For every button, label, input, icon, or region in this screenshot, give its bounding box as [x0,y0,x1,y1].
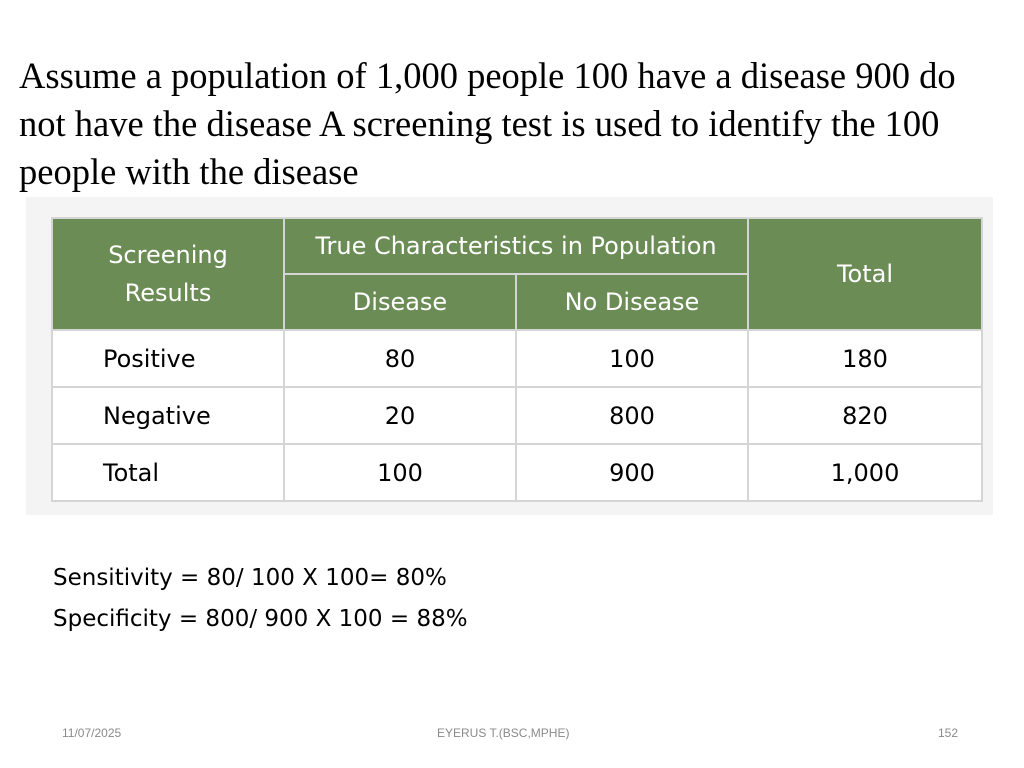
cell-disease: 20 [283,386,517,445]
table-row-positive: Positive 80 100 180 [51,329,983,388]
screening-results-table: Screening Results True Characteristics i… [51,217,983,502]
cell-total: 1,000 [747,443,983,502]
cell-disease: 100 [283,443,517,502]
header-true-characteristics: True Characteristics in Population [283,217,749,275]
header-screening-line1: Screening [108,241,228,269]
header-total: Total [747,217,983,331]
slide-heading: Assume a population of 1,000 people 100 … [19,55,956,192]
cell-total: 820 [747,386,983,445]
specificity-formula: Specificity = 800/ 900 X 100 = 88% [53,606,468,632]
cell-no-disease: 900 [515,443,749,502]
cell-disease: 80 [283,329,517,388]
header-disease: Disease [283,273,517,331]
cell-no-disease: 100 [515,329,749,388]
row-label: Negative [51,386,285,445]
cell-total: 180 [747,329,983,388]
cell-no-disease: 800 [515,386,749,445]
footer-page-number: 152 [938,726,959,740]
header-screening-line2: Results [124,279,212,307]
row-label: Total [51,443,285,502]
table-row-negative: Negative 20 800 820 [51,386,983,445]
header-no-disease: No Disease [515,273,749,331]
footer-date: 11/07/2025 [62,726,122,740]
screening-table-panel: Screening Results True Characteristics i… [26,197,993,515]
header-screening-results: Screening Results [51,217,285,331]
footer-author: EYERUS T.(BSC,MPHE) [437,726,570,740]
sensitivity-formula: Sensitivity = 80/ 100 X 100= 80% [53,565,447,591]
table-row-total: Total 100 900 1,000 [51,443,983,502]
formulas-block: Sensitivity = 80/ 100 X 100= 80% Specifi… [53,558,468,640]
row-label: Positive [51,329,285,388]
